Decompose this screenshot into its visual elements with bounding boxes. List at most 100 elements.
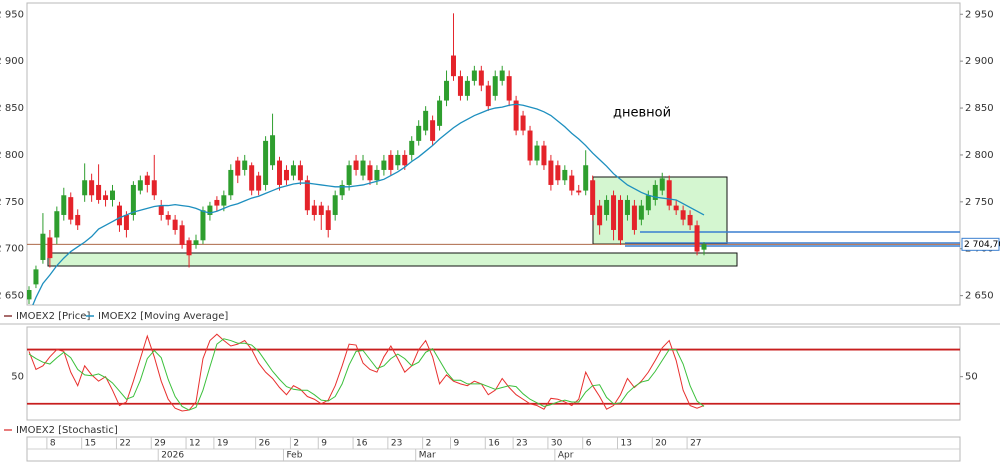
candle-body — [402, 154, 408, 166]
candle-body — [116, 205, 122, 226]
candle-body — [409, 140, 415, 155]
x-tick-label: 29 — [154, 439, 166, 449]
candle-body — [597, 205, 603, 226]
candle-body — [89, 180, 95, 196]
candle-body — [54, 211, 60, 238]
candle-body — [478, 70, 484, 86]
y-tick-label: 2 850 — [965, 103, 994, 114]
zone — [47, 252, 738, 267]
candle-body — [541, 145, 547, 166]
candle-body — [527, 130, 533, 161]
candle-body — [492, 76, 498, 96]
candle-body — [569, 175, 575, 191]
candle-body — [325, 210, 331, 230]
month-label: 2026 — [161, 451, 184, 461]
candle-body — [555, 165, 561, 181]
candle-body — [96, 184, 102, 200]
candle-body — [457, 76, 463, 96]
candle-body — [346, 165, 352, 185]
candle-body — [75, 214, 81, 226]
y-tick-label: 2 750 — [965, 197, 994, 208]
candle-body — [576, 190, 582, 193]
line — [28, 338, 705, 411]
candle-body — [416, 125, 422, 141]
candle-body — [450, 55, 456, 77]
x-tick-label: 22 — [119, 439, 130, 449]
candle-body — [332, 195, 338, 215]
x-tick-label: 13 — [620, 439, 631, 449]
candle-body — [228, 169, 234, 196]
candle-body — [151, 180, 157, 196]
y-tick-label: 50 — [11, 372, 24, 383]
candle-body — [249, 165, 255, 191]
price-plot — [27, 13, 960, 305]
candle-body — [638, 205, 644, 220]
candle-body — [506, 76, 512, 101]
candle-body — [40, 233, 46, 260]
x-tick-label: 6 — [586, 439, 592, 449]
candle-body — [666, 180, 672, 206]
candle-body — [631, 205, 637, 230]
candle-body — [82, 180, 88, 196]
candle-body — [701, 244, 707, 250]
x-tick-label: 2 — [293, 439, 299, 449]
candle-body — [485, 85, 491, 107]
candle-body — [513, 100, 519, 131]
candle-body — [304, 180, 310, 211]
candle-body — [297, 165, 303, 181]
y-tick-label: 2 900 — [0, 56, 24, 67]
y-tick-label: 2 900 — [965, 56, 994, 67]
candle-body — [311, 205, 317, 215]
candle-body — [221, 195, 227, 206]
candle-body — [548, 160, 554, 185]
y-tick-label: 2 950 — [0, 9, 24, 20]
candle-body — [680, 210, 686, 220]
y-tick-label: 2 700 — [0, 244, 24, 255]
candle-body — [624, 199, 630, 215]
candle-body — [388, 154, 394, 170]
candle-body — [144, 175, 150, 185]
candle-body — [186, 240, 192, 256]
month-label: Mar — [419, 451, 436, 461]
y-tick-label: 2 650 — [0, 291, 24, 302]
candle-body — [645, 195, 651, 211]
x-tick-label: 9 — [321, 439, 327, 449]
candle-body — [277, 160, 283, 185]
candle-body — [283, 169, 289, 181]
candle-body — [360, 160, 366, 176]
candle-body — [33, 269, 39, 285]
candle-body — [165, 214, 171, 220]
last-price-box — [961, 237, 1000, 251]
stochastic-plot — [27, 333, 960, 412]
y-tick-label: 2 750 — [0, 197, 24, 208]
candle-body — [47, 237, 53, 259]
candle-body — [367, 165, 373, 181]
candle-body — [534, 145, 540, 161]
candle-body — [471, 70, 477, 81]
candle-body — [562, 169, 568, 181]
month-label: Feb — [286, 451, 302, 461]
candle-body — [353, 160, 359, 170]
legend-label: IMOEX2 [Moving Average] — [98, 311, 228, 322]
x-tick-label: 9 — [453, 439, 459, 449]
x-tick-label: 19 — [217, 439, 229, 449]
stochastic-panel — [26, 326, 961, 421]
y-tick-label: 2 800 — [965, 150, 994, 161]
x-tick-label: 16 — [488, 439, 500, 449]
x-tick-label: 8 — [50, 439, 56, 449]
x-tick-label: 16 — [356, 439, 368, 449]
candle-body — [444, 80, 450, 101]
candle-body — [158, 205, 164, 215]
x-tick-label: 27 — [690, 439, 701, 449]
x-tick-label: 23 — [516, 439, 527, 449]
candle-body — [200, 210, 206, 241]
candle-body — [270, 135, 276, 166]
candle-body — [130, 184, 136, 215]
x-tick-label: 12 — [189, 439, 200, 449]
candle-body — [235, 160, 241, 176]
candle-body — [430, 120, 436, 141]
candle-body — [673, 205, 679, 211]
x-tick-label: 20 — [655, 439, 667, 449]
candle-body — [263, 140, 269, 185]
